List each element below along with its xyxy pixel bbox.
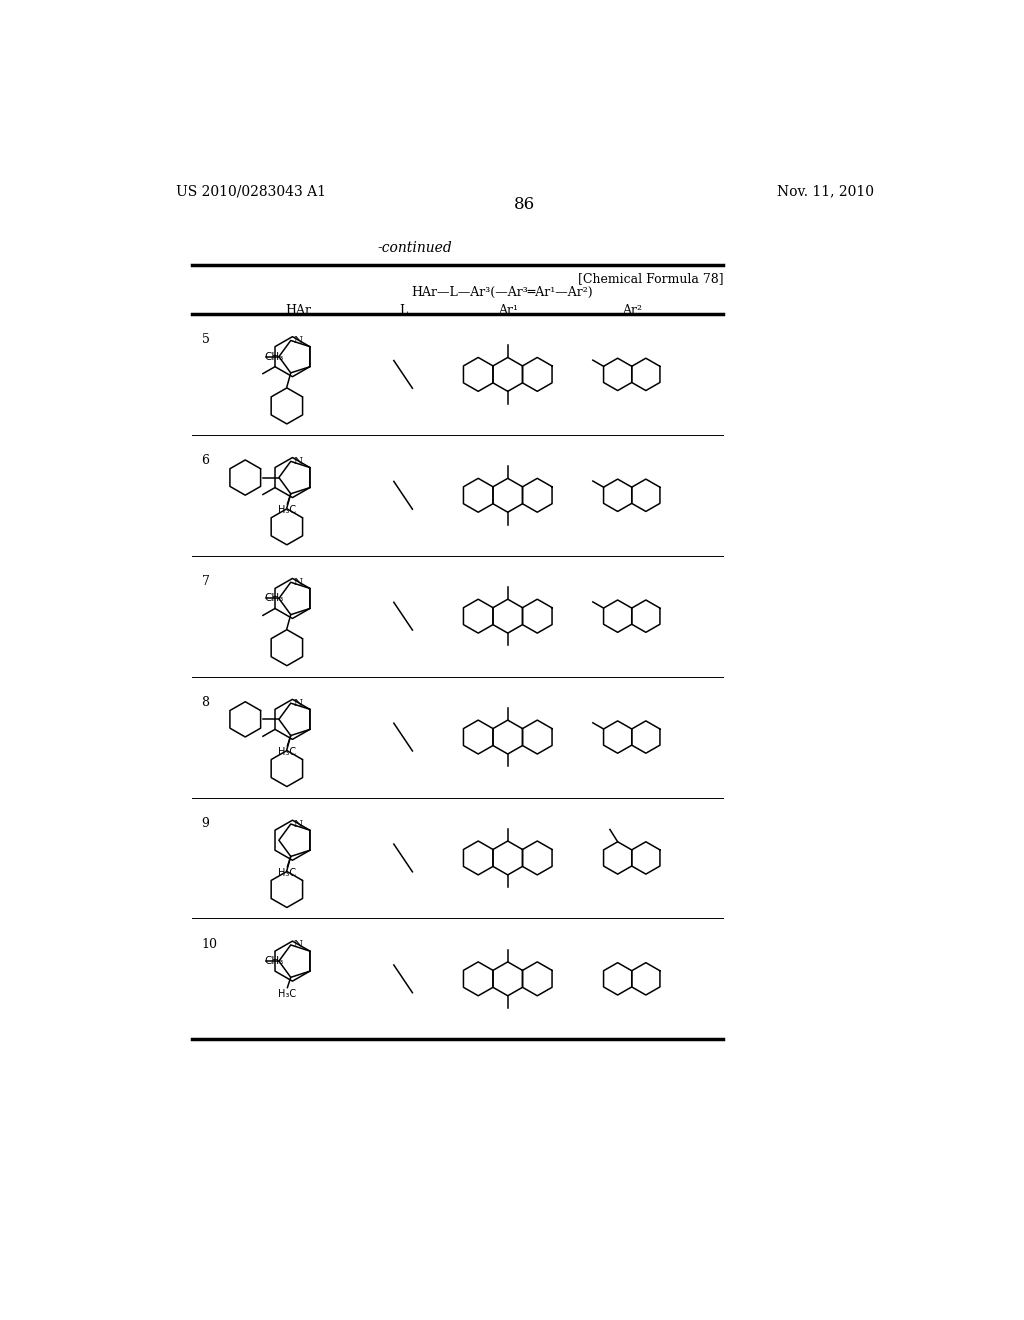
Text: 9: 9 (202, 817, 210, 830)
Text: 6: 6 (202, 454, 210, 467)
Text: Ar¹: Ar¹ (498, 305, 518, 317)
Text: N: N (293, 457, 302, 466)
Text: N: N (293, 578, 302, 587)
Text: HAr: HAr (286, 305, 311, 317)
Text: 5: 5 (202, 333, 210, 346)
Text: CH₃: CH₃ (264, 956, 284, 966)
Text: US 2010/0283043 A1: US 2010/0283043 A1 (176, 185, 326, 198)
Text: N: N (293, 940, 302, 949)
Text: [Chemical Formula 78]: [Chemical Formula 78] (578, 272, 723, 285)
Text: H₃C: H₃C (278, 747, 296, 758)
Text: CH₃: CH₃ (264, 351, 284, 362)
Text: N: N (293, 698, 302, 708)
Text: N: N (293, 820, 302, 829)
Text: 7: 7 (202, 576, 210, 587)
Text: H₃C: H₃C (278, 989, 296, 999)
Text: Nov. 11, 2010: Nov. 11, 2010 (776, 185, 873, 198)
Text: H₃C: H₃C (278, 869, 296, 878)
Text: 8: 8 (202, 696, 210, 709)
Text: L: L (399, 305, 408, 317)
Text: 86: 86 (514, 197, 536, 213)
Text: N: N (293, 337, 302, 345)
Text: Ar²: Ar² (622, 305, 642, 317)
Text: H₃C: H₃C (278, 506, 296, 516)
Text: 10: 10 (202, 937, 218, 950)
Text: -continued: -continued (378, 240, 453, 255)
Text: CH₃: CH₃ (264, 594, 284, 603)
Text: HAr—L—Ar³(—Ar³═Ar¹—Ar²): HAr—L—Ar³(—Ar³═Ar¹—Ar²) (411, 286, 593, 298)
